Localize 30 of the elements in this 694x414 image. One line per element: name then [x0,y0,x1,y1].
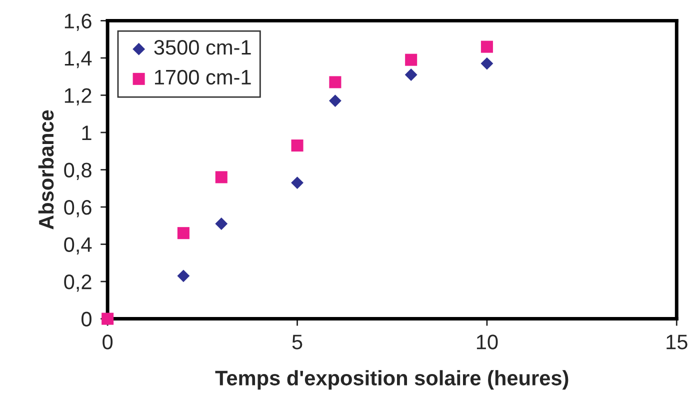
y-tick-label: 1 [82,126,92,140]
y-tick-label: 0,2 [64,274,92,292]
point [177,227,190,240]
point [480,57,494,70]
point [177,270,190,282]
x-tick-label: 0 [102,334,113,350]
legend-label: 3500 cm-1 [154,40,251,55]
point [405,54,418,66]
x-axis-title: Temps d'exposition solaire (heures) [215,370,568,390]
x-tick-label: 10 [476,334,498,350]
point [291,176,304,189]
point [404,68,418,81]
y-tick-label: 0 [82,312,92,327]
y-tick-label: 0,6 [64,200,92,218]
point [215,171,228,184]
point [215,218,228,230]
y-tick-label: 0,8 [64,162,92,180]
y-tick-label: 1,2 [64,88,92,106]
point [480,40,493,53]
x-tick-label: 5 [292,334,302,350]
y-axis-title: Absorbance [38,110,54,230]
point [329,76,342,88]
x-tick-label: 15 [666,334,688,350]
point [291,140,304,152]
y-tick-label: 1,6 [64,14,92,31]
point [328,94,342,108]
legend-label: 1700 cm-1 [154,70,251,85]
y-tick-label: 0,4 [64,237,92,254]
point [102,312,114,325]
y-tick-label: 1,4 [64,51,92,68]
